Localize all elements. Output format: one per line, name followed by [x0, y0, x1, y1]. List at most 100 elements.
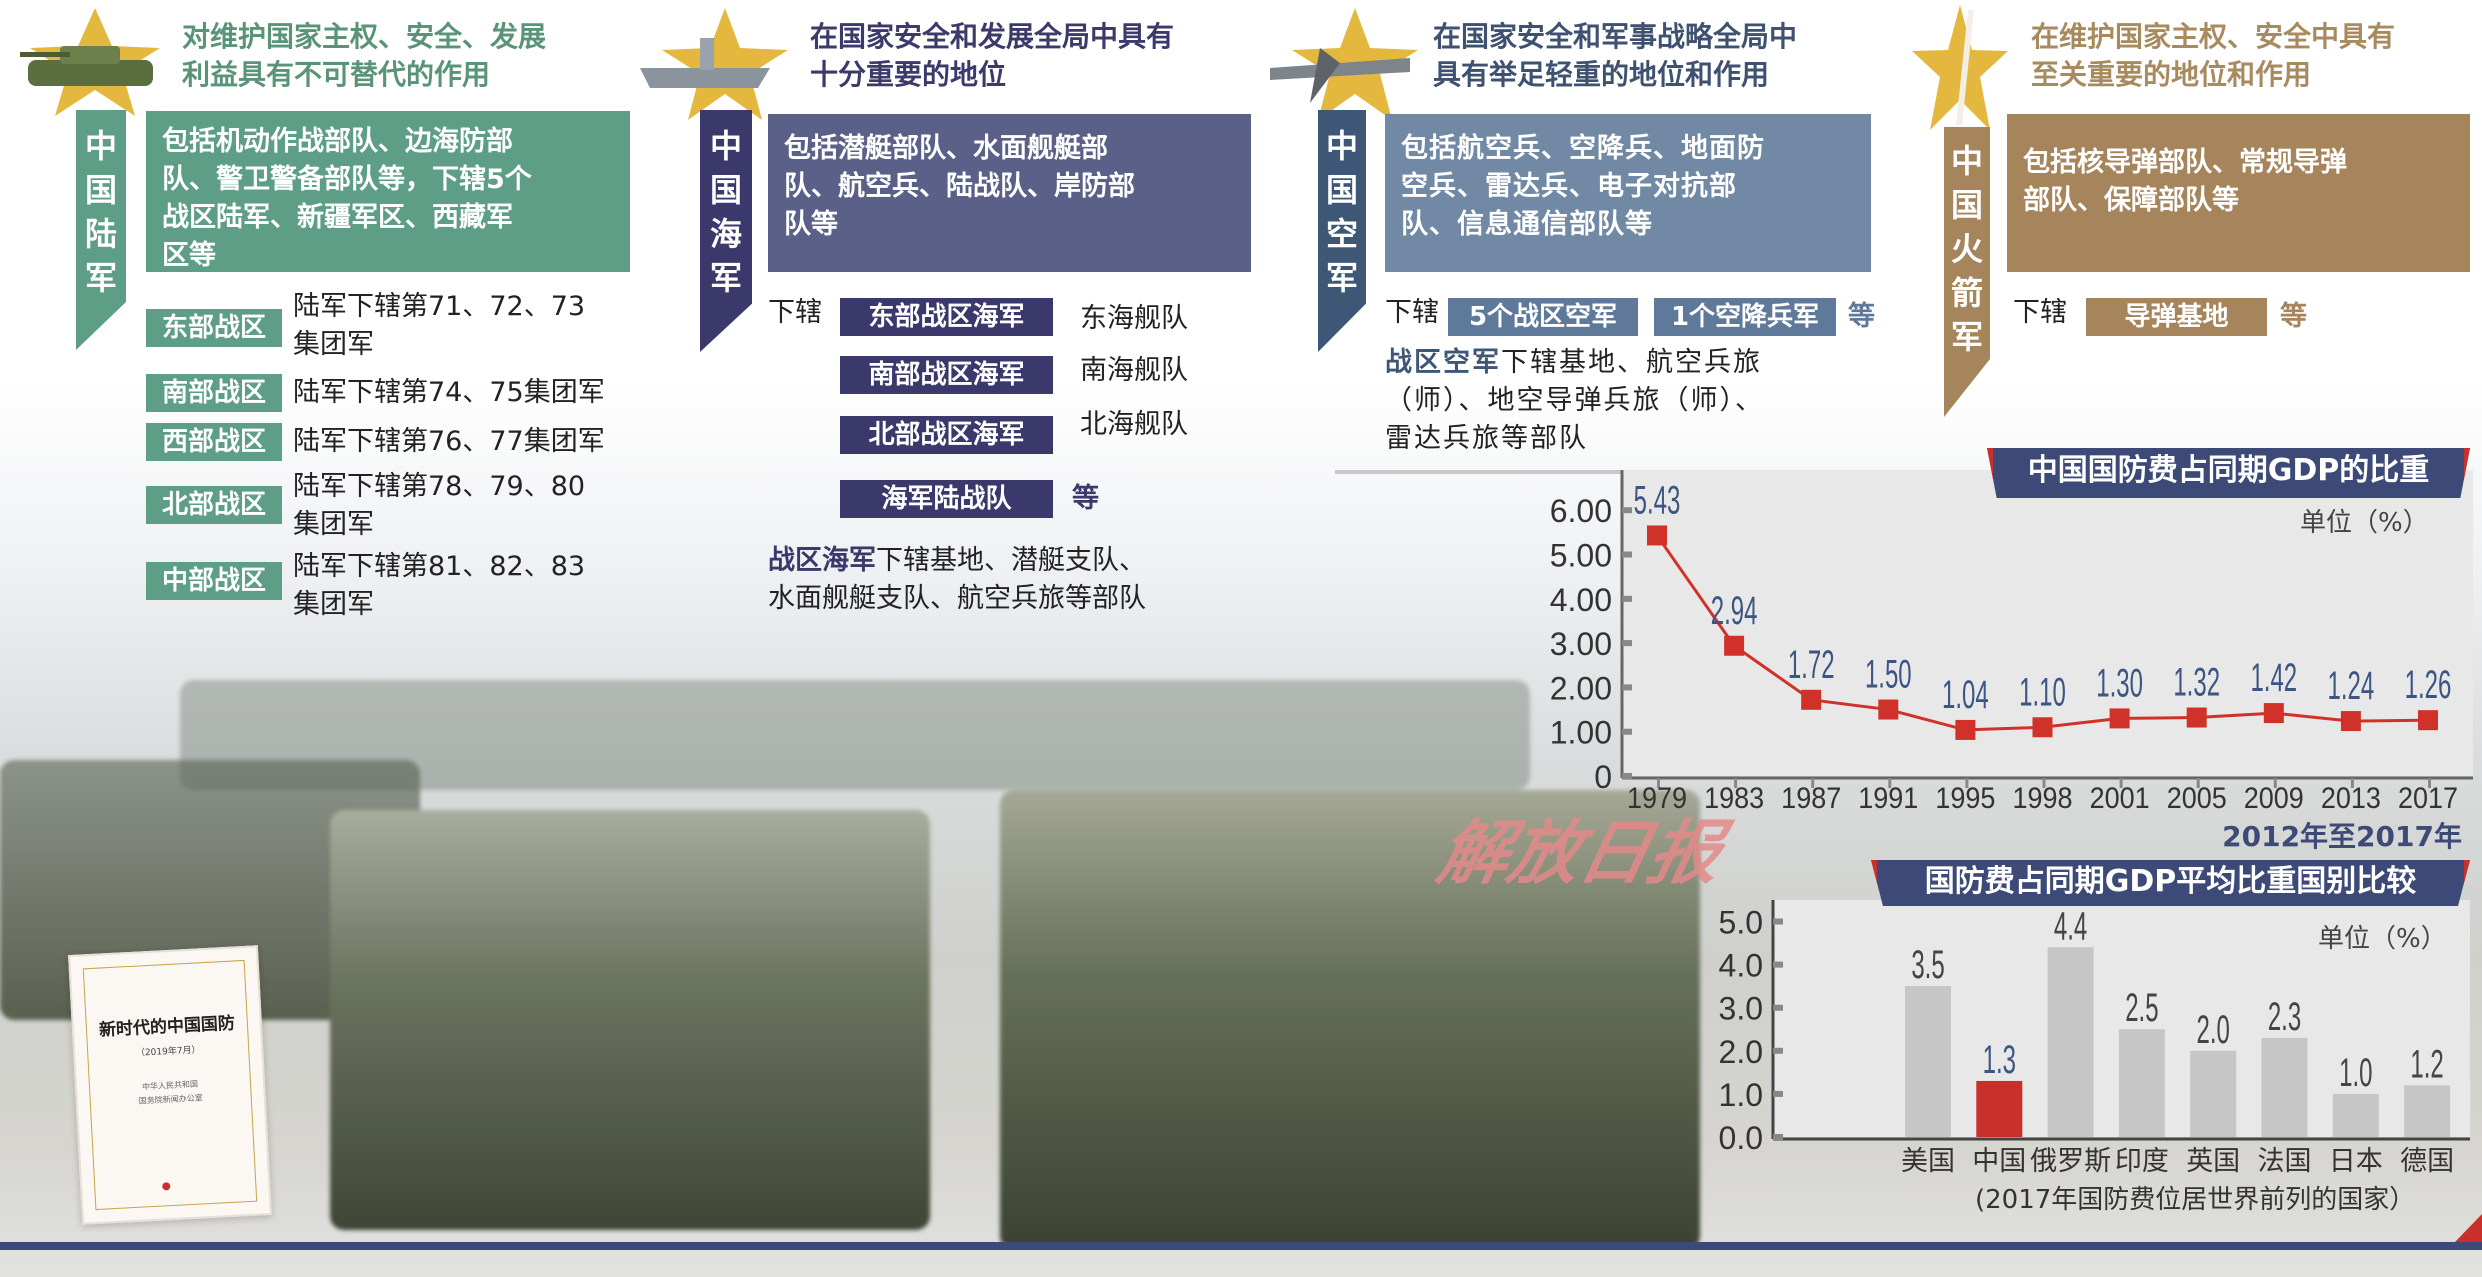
ribbon-label: 中国火箭军: [1951, 142, 1984, 356]
y-tick: [1773, 1047, 1783, 1054]
bar-value-label: 2.5: [2125, 985, 2158, 1030]
airforce-unit-label: 1个空降兵军: [1654, 298, 1836, 336]
x-tick: [2119, 778, 2123, 788]
rocket-unit-label: 导弹基地: [2086, 298, 2267, 336]
x-tick: [1888, 778, 1892, 788]
data-label: 2.94: [1711, 587, 1758, 632]
desc-line: 空兵、雷达兵、电子对抗部: [1401, 171, 1737, 202]
bar: [2261, 1037, 2308, 1137]
data-point: [1955, 719, 1976, 740]
desc-line: 区等: [162, 240, 216, 271]
soldiers-image: [180, 680, 1530, 790]
bar-value-label: 4.4: [2054, 903, 2087, 948]
bar-value-label: 1.2: [2410, 1041, 2443, 1086]
data-label: 1.42: [2250, 655, 2297, 700]
navy-unit-label: 北部战区海军: [840, 416, 1053, 454]
category-label: 英国: [2186, 1146, 2240, 1176]
data-label: 1.32: [2173, 659, 2220, 704]
airforce-note: 战区空军下辖基地、航空兵旅 （师）、地空导弹兵旅（师）、 雷达兵旅等部队: [1385, 347, 1764, 454]
data-point: [1647, 525, 1667, 546]
title-line: 利益具有不可替代的作用: [182, 58, 491, 91]
y-tick-label: 4.0: [1719, 948, 1763, 984]
data-label: 1.50: [1865, 651, 1912, 696]
navy-note: 战区海军下辖基地、潜艇支队、 水面舰艇支队、航空兵旅等部队: [768, 545, 1146, 614]
subordinate-label: 下辖: [768, 297, 822, 328]
data-point: [1801, 689, 1822, 710]
army-ribbon: 中国陆军: [76, 110, 126, 350]
title-line: 在国家安全和军事战略全局中: [1433, 20, 1798, 53]
region-text: 陆军下辖第78、79、80 集团军: [293, 471, 586, 540]
bar-value-label: 2.0: [2197, 1006, 2230, 1051]
title-line: 在维护国家主权、安全中具有: [2031, 20, 2396, 53]
etc-label: 等: [1848, 301, 1875, 332]
airforce-title: 在国家安全和军事战略全局中 具有举足轻重的地位和作用: [1433, 18, 1797, 94]
category-label: 法国: [2258, 1146, 2312, 1176]
bar-value-label: 1.0: [2339, 1050, 2372, 1095]
desc-line: 队等: [784, 209, 838, 240]
navy-title: 在国家安全和发展全局中具有 十分重要的地位: [810, 18, 1174, 94]
navy-description: 包括潜艇部队、水面舰艇部 队、航空兵、陆战队、岸防部 队等: [768, 114, 1251, 272]
x-tick-label: 1987: [1781, 782, 1841, 816]
desc-line: 包括航空兵、空降兵、地面防: [1401, 133, 1765, 164]
data-point: [2340, 711, 2361, 732]
y-tick-label: 5.00: [1550, 538, 1612, 574]
bottom-rule: [0, 1242, 2482, 1250]
army-title: 对维护国家主权、安全、发展 利益具有不可替代的作用: [182, 18, 546, 94]
data-point: [1724, 635, 1745, 656]
data-point: [2418, 710, 2438, 731]
airforce-description: 包括航空兵、空降兵、地面防 空兵、雷达兵、电子对抗部 队、信息通信部队等: [1385, 114, 1871, 272]
desc-line: 包括潜艇部队、水面舰艇部: [784, 133, 1108, 164]
army-description: 包括机动作战部队、边海防部 队、警卫警备部队等，下辖5个 战区陆军、新疆军区、西藏军…: [146, 111, 630, 272]
title-line: 至关重要的地位和作用: [2031, 58, 2312, 91]
title-line: 具有举足轻重的地位和作用: [1433, 58, 1770, 91]
desc-line: 战区陆军、新疆军区、西藏军: [162, 202, 513, 233]
subordinate-label: 下辖: [1385, 297, 1439, 328]
category-label: 印度: [2115, 1146, 2169, 1176]
line-chart-unit: 单位（%）: [2300, 508, 2429, 538]
x-tick-label: 2005: [2167, 782, 2227, 816]
bar: [2118, 1029, 2165, 1137]
bar-chart-footnote: (2017年国防费位居世界前列的国家）: [1975, 1185, 2416, 1215]
x-tick-label: 2009: [2244, 782, 2304, 816]
y-tick: [1622, 684, 1632, 691]
title-line: 十分重要的地位: [810, 58, 1007, 91]
x-tick-label: 1998: [2012, 782, 2072, 816]
star-tank-icon: [20, 8, 160, 116]
region-text: 陆军下辖第81、82、83 集团军: [293, 551, 586, 620]
y-tick-label: 5.0: [1719, 905, 1763, 941]
navy-unit-label: 东部战区海军: [840, 298, 1053, 336]
bar: [2047, 947, 2094, 1137]
region-text: 陆军下辖第71、72、73 集团军: [293, 291, 586, 360]
tank-image: [1000, 790, 1700, 1250]
x-tick: [2196, 778, 2200, 788]
x-tick: [2273, 778, 2277, 788]
y-tick: [1773, 918, 1783, 925]
airforce-unit-label: 5个战区空军: [1448, 298, 1638, 336]
bar-chart-title: 国防费占同期GDP平均比重国别比较: [1871, 860, 2470, 906]
desc-line: 队、信息通信部队等: [1401, 209, 1653, 240]
bar-value-label: 1.3: [1983, 1037, 2016, 1082]
x-tick: [2428, 778, 2431, 788]
x-tick: [1965, 778, 1969, 788]
x-tick-label: 2013: [2321, 782, 2381, 816]
y-tick: [1622, 773, 1632, 779]
y-tick-label: 6.00: [1550, 493, 1612, 529]
data-point: [2263, 703, 2284, 724]
navy-ribbon: 中国海军: [700, 110, 752, 352]
data-label: 1.72: [1788, 641, 1835, 686]
desc-line: 部队、保障部队等: [2023, 185, 2239, 216]
star-ship-icon: [640, 8, 788, 120]
data-label: 1.24: [2328, 663, 2375, 708]
category-label: 美国: [1901, 1146, 1955, 1176]
data-point: [1878, 699, 1899, 720]
x-tick-label: 1979: [1627, 782, 1687, 816]
y-tick: [1773, 1134, 1783, 1140]
region-label: 西部战区: [146, 423, 282, 461]
y-tick-label: 3.0: [1719, 991, 1763, 1027]
x-tick-label: 1983: [1704, 782, 1764, 816]
category-label: 中国: [1972, 1146, 2026, 1176]
bar-value-label: 3.5: [1911, 942, 1944, 987]
